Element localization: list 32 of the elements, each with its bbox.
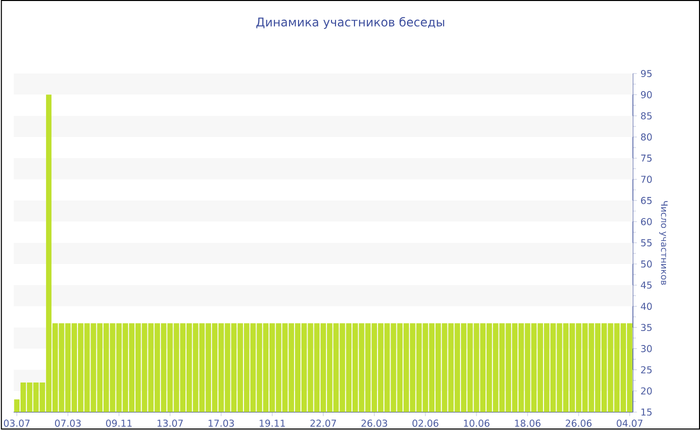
y-tick-label: 20 (641, 387, 652, 394)
x-tick-label: 17.03 (208, 420, 234, 427)
x-tick-label: 22.07 (310, 420, 336, 427)
y-tick-label: 25 (641, 366, 652, 374)
x-tick-label: 26.03 (361, 420, 388, 427)
x-tick-label: 04.07 (616, 420, 642, 427)
x-tick-label: 02.06 (412, 420, 438, 427)
y-tick-label: 80 (641, 133, 652, 141)
y-tick-label: 40 (640, 302, 652, 310)
y-tick-label: 45 (640, 282, 652, 289)
y-axis-title: Число участников (659, 201, 668, 285)
x-tick-label: 09.11 (106, 420, 132, 427)
y-tick-label: 85 (641, 112, 652, 120)
x-tick-label: 13.07 (158, 420, 183, 427)
y-tick-label: 30 (641, 345, 652, 352)
x-tick-label: 03.07 (4, 420, 30, 427)
y-tick-label: 15 (641, 408, 652, 416)
y-tick-label: 55 (641, 239, 652, 246)
x-tick-label: 19.11 (260, 420, 285, 427)
chart-title: Динамика участников беседы (256, 17, 444, 29)
y-tick-label: 50 (641, 260, 652, 268)
y-tick-label: 70 (641, 176, 652, 183)
x-tick-label: 26.06 (566, 420, 592, 427)
y-tick-label: 35 (641, 324, 652, 332)
y-tick-label: 75 (641, 154, 652, 162)
x-tick-label: 18.06 (515, 420, 540, 427)
y-tick-label: 60 (641, 218, 652, 226)
y-tick-label: 95 (640, 70, 652, 78)
x-tick-label: 10.06 (464, 420, 490, 427)
y-tick-label: 90 (640, 91, 652, 98)
y-tick-label: 65 (641, 196, 652, 204)
x-tick-label: 07.03 (55, 420, 81, 427)
